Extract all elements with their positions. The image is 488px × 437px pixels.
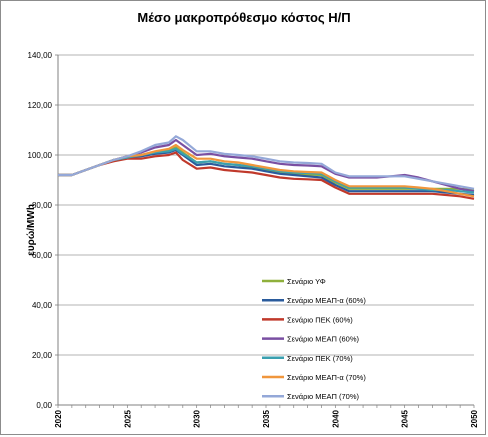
series-line-7 [58,135,475,190]
legend-item: Σενάριο ΥΦ [262,277,326,286]
y-tick-label: 100,00 [28,151,53,160]
y-tick-labels: 0,00 20,00 40,00 60,00 80,00 100,00 120,00 140,… [28,51,58,410]
axes [57,55,474,406]
gridlines [58,54,474,356]
y-axis-label: ευρώ/MWh [26,204,37,256]
x-tick-label: 2025 [123,409,132,427]
y-tick-label: 140,00 [28,51,53,60]
legend-label: Σενάριο ΠΕΚ (60%) [287,315,353,324]
x-tick-labels: 2020 2025 2030 2035 2040 2045 2050 [54,405,479,428]
series-lines [58,135,475,200]
y-tick-label: 60,00 [32,251,53,260]
y-tick-label: 20,00 [32,351,53,360]
legend-item: Σενάριο ΜΕΑΠ (60%) [262,335,360,344]
x-tick-label: 2050 [470,409,479,427]
legend-item: Σενάριο ΠΕΚ (60%) [262,315,353,324]
x-tick-label: 2030 [193,409,202,427]
legend-item: Σενάριο ΜΕΑΠ-α (70%) [262,373,366,382]
y-tick-label: 0,00 [36,401,52,410]
legend-label: Σενάριο ΠΕΚ (70%) [287,354,353,363]
legend-label: Σενάριο ΜΕΑΠ-α (60%) [287,296,366,305]
legend-item: Σενάριο ΠΕΚ (70%) [262,354,353,363]
series-line-3 [58,151,475,200]
legend-item: Σενάριο ΜΕΑΠ (70%) [262,392,360,401]
chart-title: Μέσο μακροπρόθεσμο κόστος Η/Π [137,10,350,25]
x-tick-label: 2045 [401,409,410,427]
y-tick-label: 120,00 [28,101,53,110]
x-tick-label: 2040 [331,409,340,427]
legend: Σενάριο ΥΦ Σενάριο ΜΕΑΠ-α (60%) Σενάριο ΠΕ… [262,277,366,401]
legend-label: Σενάριο ΜΕΑΠ-α (70%) [287,373,366,382]
y-tick-label: 80,00 [32,201,53,210]
x-tick-label: 2020 [54,409,63,427]
series-line-4 [58,138,475,193]
legend-label: Σενάριο ΜΕΑΠ (70%) [287,392,360,401]
y-tick-label: 40,00 [32,301,53,310]
legend-item: Σενάριο ΜΕΑΠ-α (60%) [262,296,366,305]
legend-label: Σενάριο ΥΦ [287,277,326,286]
x-tick-label: 2035 [262,409,271,427]
legend-label: Σενάριο ΜΕΑΠ (60%) [287,335,360,344]
